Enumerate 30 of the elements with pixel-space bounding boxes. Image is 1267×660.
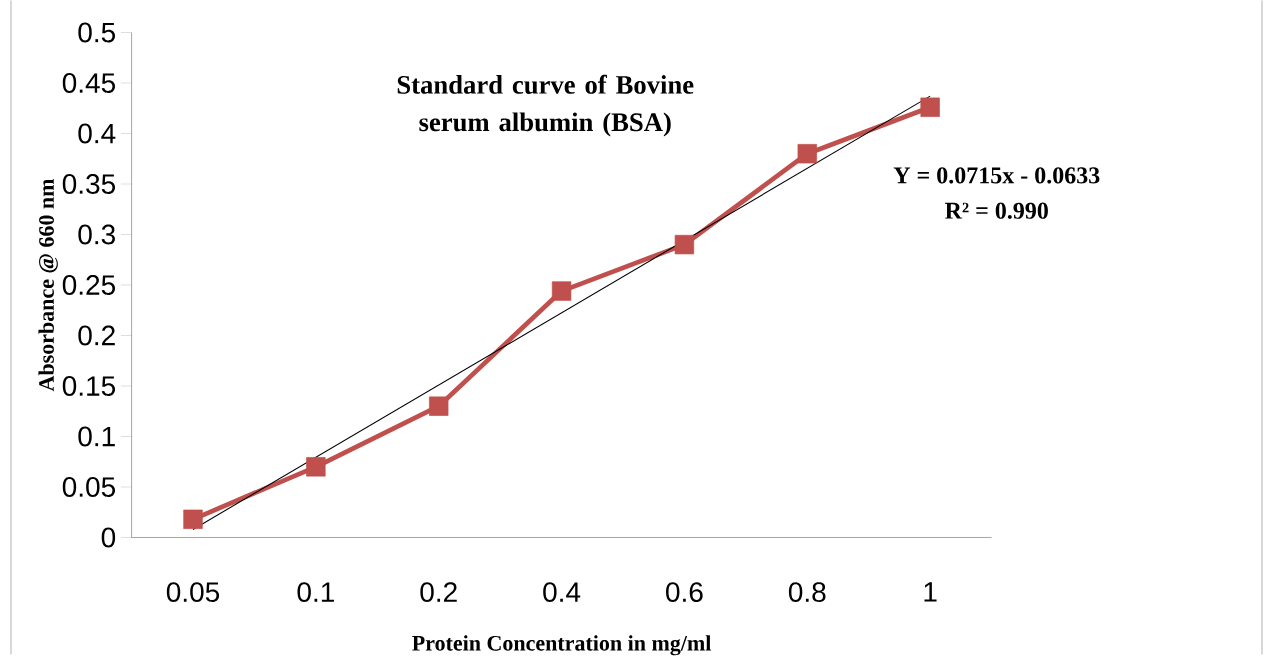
y-tick-label: 0.5: [78, 22, 116, 43]
x-tick-label: 0.4: [543, 582, 581, 603]
point: [429, 396, 449, 416]
annotation: Y = 0.0715x - 0.0633: [893, 167, 1100, 184]
annotation: R² = 0.990: [945, 202, 1048, 220]
point: [551, 281, 572, 301]
x-tick-label: 0.1: [297, 582, 334, 603]
y-tick-label: 0.25: [62, 275, 116, 296]
point: [183, 509, 203, 530]
x-tick-label: 0.8: [788, 582, 826, 603]
point: [674, 235, 695, 255]
y-tick-label: 0.35: [62, 174, 116, 195]
x-tick-label: 0.2: [420, 582, 457, 603]
x-tick-label: 0.6: [666, 582, 703, 603]
point: [306, 457, 326, 477]
y-tick-label: 0.2: [78, 325, 115, 346]
point: [920, 97, 940, 118]
x-tick-label: 1: [924, 582, 937, 602]
y-tick-label: 0.4: [78, 123, 116, 144]
y-tick-label: 0: [101, 527, 116, 548]
x-tick-label: 0.05: [166, 582, 220, 603]
x-axis-title: Protein Concentration in mg/ml: [412, 635, 711, 656]
text: Standard curve of Bovine serum albumin (BSA): [397, 74, 694, 137]
y-tick-label: 0.3: [78, 224, 115, 245]
y-tick-label: 0.1: [78, 426, 115, 447]
y-tick-label: 0.15: [62, 376, 116, 397]
y-axis-title: Absorbance @ 660 nm: [38, 179, 58, 392]
y-tick-label: 0.05: [62, 477, 116, 498]
y-tick-label: 0.45: [62, 73, 116, 94]
point: [797, 144, 817, 164]
